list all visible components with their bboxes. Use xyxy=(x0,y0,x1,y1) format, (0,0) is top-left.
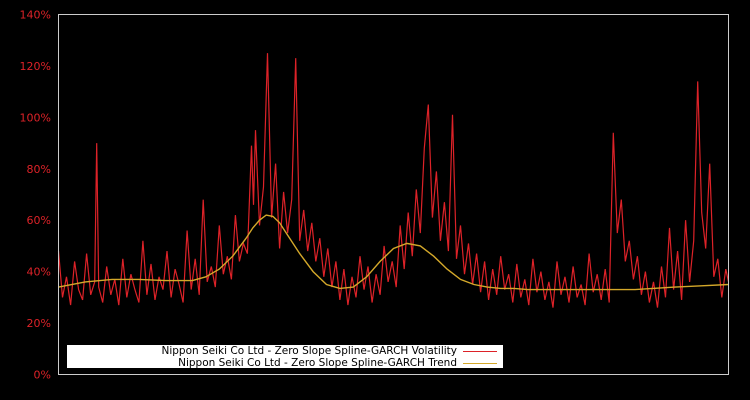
legend-swatch-trend xyxy=(463,363,497,364)
y-tick-label: 120% xyxy=(20,60,51,73)
y-axis: 0% 20% 40% 60% 80% 100% 120% 140% xyxy=(20,9,51,382)
y-tick-label: 100% xyxy=(20,111,51,124)
y-tick-label: 60% xyxy=(27,214,51,227)
plot-frame xyxy=(58,14,729,375)
y-tick-label: 40% xyxy=(27,266,51,279)
legend-label-trend: Nippon Seiki Co Ltd - Zero Slope Spline-… xyxy=(178,357,457,369)
plot-area xyxy=(57,53,730,308)
legend-label-volatility: Nippon Seiki Co Ltd - Zero Slope Spline-… xyxy=(161,345,457,357)
y-tick-label: 20% xyxy=(27,317,51,330)
chart-legend: Nippon Seiki Co Ltd - Zero Slope Spline-… xyxy=(67,345,503,369)
y-tick-label: 80% xyxy=(27,163,51,176)
y-tick-label: 0% xyxy=(34,369,51,382)
volatility-series-line xyxy=(57,53,730,308)
y-tick-label: 140% xyxy=(20,9,51,22)
trend-series-line xyxy=(58,214,729,291)
legend-swatch-volatility xyxy=(463,351,497,352)
